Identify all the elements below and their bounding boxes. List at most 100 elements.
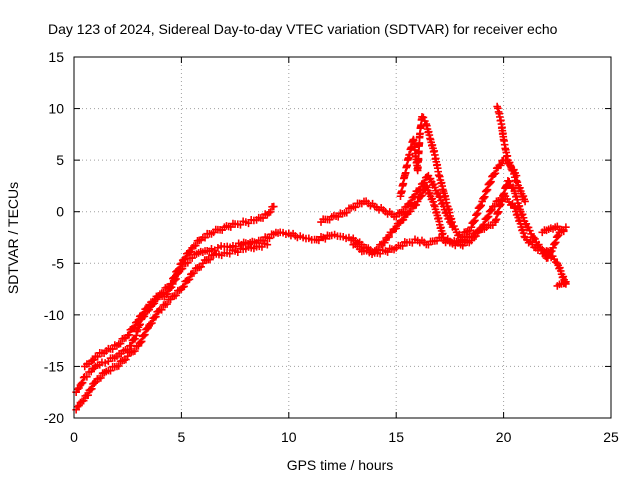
data-point — [556, 267, 565, 275]
data-point — [399, 215, 408, 224]
data-point — [108, 345, 117, 353]
data-point — [201, 233, 209, 242]
data-point — [163, 300, 171, 308]
data-point — [77, 379, 86, 388]
data-point — [185, 275, 194, 284]
data-point — [380, 238, 389, 247]
x-tick-label: 25 — [603, 429, 619, 445]
y-tick-labels: -20 -15 -10 -5 0 5 10 15 — [44, 49, 64, 426]
data-point — [266, 208, 275, 216]
data-point — [351, 203, 360, 212]
data-point — [467, 223, 476, 231]
y-tick-label: 0 — [56, 204, 64, 220]
x-axis-label: GPS time / hours — [287, 457, 394, 473]
data-point — [172, 291, 180, 300]
data-point — [510, 170, 518, 178]
data-point — [190, 269, 198, 277]
data-points — [72, 102, 570, 414]
data-point — [490, 202, 499, 210]
data-point — [181, 254, 190, 263]
data-point — [458, 233, 467, 241]
data-point — [484, 212, 493, 221]
data-point — [84, 391, 92, 399]
data-point — [458, 241, 467, 250]
chart-title: Day 123 of 2024, Sidereal Day-to-day VTE… — [48, 21, 558, 37]
data-point — [136, 338, 145, 347]
data-point — [163, 290, 172, 298]
data-point — [505, 158, 514, 167]
data-point — [551, 238, 560, 247]
data-point — [480, 193, 488, 202]
data-point — [425, 189, 434, 197]
data-point — [431, 183, 439, 192]
y-tick-label: 5 — [56, 152, 64, 168]
data-point — [487, 177, 495, 186]
data-point — [407, 198, 415, 207]
data-point — [426, 174, 435, 183]
data-point — [496, 161, 505, 170]
y-tick-label: -15 — [44, 358, 64, 374]
data-point — [152, 312, 160, 321]
data-point — [423, 183, 431, 192]
data-point — [477, 201, 486, 210]
data-point — [420, 178, 429, 187]
plot-frame — [73, 56, 612, 419]
data-point — [559, 227, 568, 236]
data-point — [428, 194, 437, 203]
data-point — [116, 339, 125, 348]
y-tick-label: -10 — [44, 307, 64, 323]
data-point — [519, 192, 528, 200]
data-point — [429, 198, 437, 206]
data-point — [342, 234, 350, 243]
data-point — [171, 273, 179, 281]
data-point — [79, 396, 88, 405]
data-point — [282, 230, 290, 239]
data-point — [470, 217, 478, 226]
data-point — [157, 305, 166, 314]
data-point — [509, 183, 517, 192]
data-point — [263, 240, 272, 249]
data-point — [78, 378, 87, 387]
data-point — [114, 362, 123, 370]
data-point — [559, 272, 568, 281]
data-point — [486, 206, 495, 215]
data-point — [551, 239, 559, 248]
y-tick-label: -20 — [44, 410, 64, 426]
data-point — [481, 192, 489, 201]
data-point — [483, 213, 492, 222]
data-point — [491, 169, 500, 178]
data-point — [476, 202, 485, 211]
data-point — [97, 374, 105, 382]
x-tick-label: 0 — [70, 429, 78, 445]
data-point — [167, 279, 176, 288]
data-point — [170, 273, 178, 282]
data-point — [265, 234, 274, 243]
data-point — [184, 258, 192, 267]
y-axis-label: SDTVAR / TECUs — [5, 182, 21, 294]
data-point — [148, 319, 156, 327]
data-point — [83, 373, 91, 381]
data-point — [93, 353, 102, 361]
data-point — [411, 192, 419, 200]
data-point — [176, 260, 185, 268]
data-point — [516, 184, 524, 192]
data-point — [180, 282, 188, 291]
x-tick-label: 20 — [496, 429, 512, 445]
axis-ticks — [73, 56, 612, 419]
data-point — [259, 214, 267, 222]
data-point — [418, 191, 426, 200]
data-point — [562, 278, 570, 286]
data-point — [509, 166, 517, 175]
y-tick-label: 15 — [48, 49, 64, 65]
data-point — [473, 209, 482, 218]
data-point — [506, 161, 515, 170]
data-point — [159, 288, 168, 297]
data-point — [175, 265, 184, 274]
data-point — [398, 242, 407, 250]
data-point — [554, 231, 563, 239]
data-point — [472, 232, 480, 240]
data-point — [406, 207, 415, 215]
data-point — [342, 208, 351, 217]
data-point — [413, 197, 422, 206]
